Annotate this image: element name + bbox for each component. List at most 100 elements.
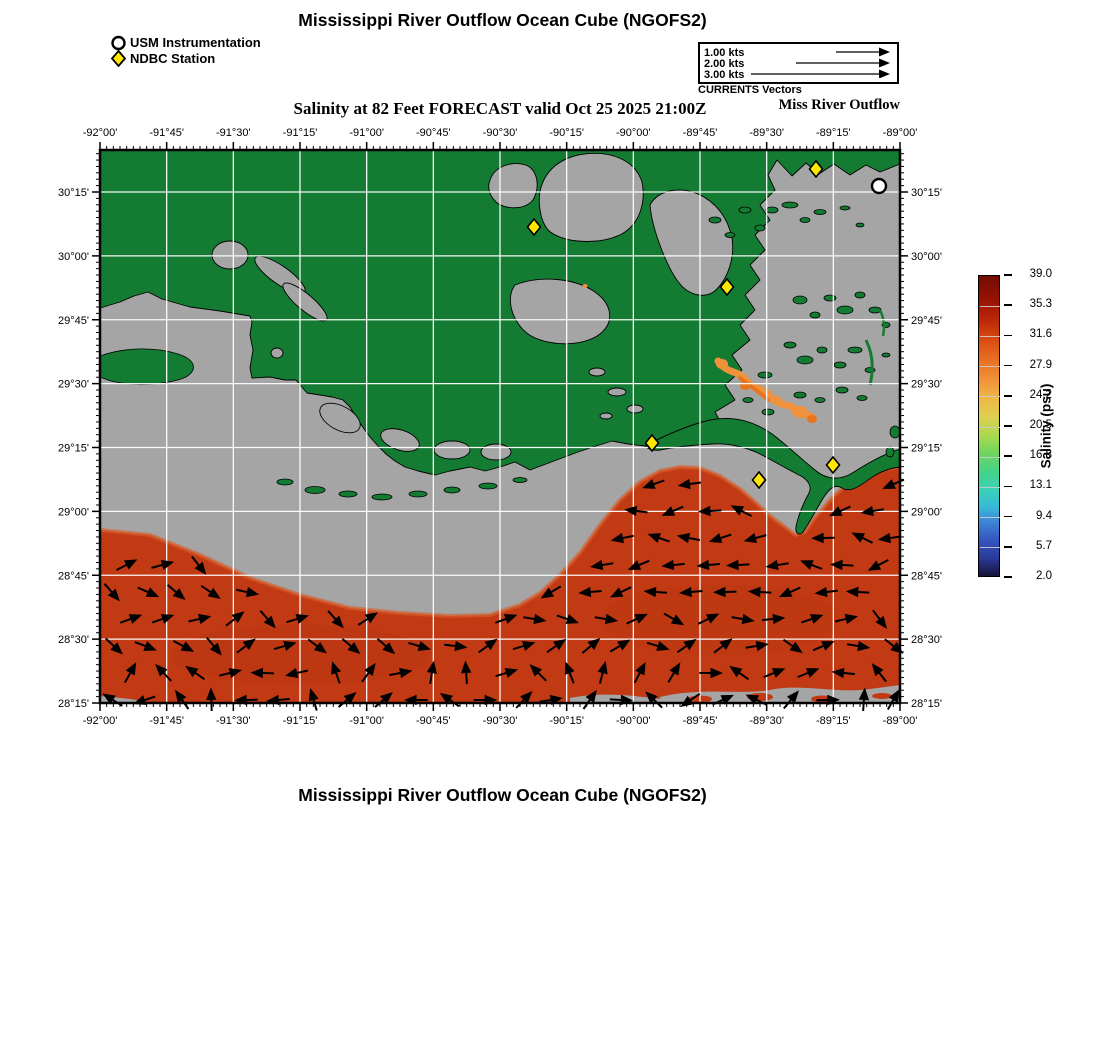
lakes-layer [211, 152, 734, 461]
svg-text:-91°30': -91°30' [216, 127, 251, 139]
svg-text:-89°15': -89°15' [816, 715, 851, 727]
svg-text:29°15': 29°15' [911, 443, 942, 455]
svg-text:-90°00': -90°00' [616, 715, 651, 727]
colorbar-tick-value: 20.5 [1029, 419, 1052, 431]
forecast-subtitle: Salinity at 82 Feet FORECAST valid Oct 2… [293, 99, 707, 118]
svg-text:-92°00': -92°00' [83, 127, 118, 139]
svg-text:-90°45': -90°45' [416, 127, 451, 139]
currents-caption: CURRENTS Vectors [698, 84, 802, 96]
svg-text:-92°00': -92°00' [83, 715, 118, 727]
svg-text:29°45': 29°45' [58, 315, 89, 327]
svg-text:29°00': 29°00' [58, 506, 89, 518]
svg-text:29°30': 29°30' [58, 379, 89, 391]
colorbar-wrap: 39.0 35.3 31.6 27.9 24.2 20.5 16.8 13.1 9.4 5.7 2.… [978, 268, 1100, 582]
legend-row-usm: USM Instrumentation [110, 35, 261, 51]
svg-text:30°15': 30°15' [911, 187, 942, 199]
svg-text:-89°30': -89°30' [749, 715, 784, 727]
colorbar-tick-mark [1004, 304, 1012, 306]
colorbar-tick-value: 13.1 [1029, 479, 1052, 492]
svg-text:-91°00': -91°00' [349, 127, 384, 139]
station-legend: USM Instrumentation NDBC Station [110, 35, 261, 67]
svg-text:30°00': 30°00' [58, 251, 89, 263]
colorbar-tick-mark [1004, 485, 1012, 488]
svg-text:29°15': 29°15' [58, 443, 89, 455]
ndbc-station-marker [644, 433, 660, 453]
usm-legend-label: USM Instrumentation [130, 35, 261, 51]
svg-text:-89°00': -89°00' [883, 715, 918, 727]
river-plume-layer [582, 284, 817, 423]
lake-pontchartrain [538, 152, 644, 242]
ndbc-station-marker [526, 217, 542, 237]
current-vectors-layer [102, 478, 905, 712]
svg-text:29°30': 29°30' [911, 379, 942, 391]
axis-tick-labels: -92°00' -92°00' -91°45' -91°45' -91°30' -91°3… [58, 127, 942, 727]
lake-maurepas [488, 163, 538, 209]
colorbar-tick-mark [1004, 364, 1012, 367]
svg-text:-90°15': -90°15' [549, 715, 584, 727]
svg-text:-89°15': -89°15' [816, 127, 851, 139]
currents-speed-label: 2.00 kts [704, 58, 744, 70]
svg-text:-91°15': -91°15' [283, 127, 318, 139]
svg-text:-91°30': -91°30' [216, 715, 251, 727]
svg-text:29°45': 29°45' [911, 315, 942, 327]
colorbar-tick-value: 31.6 [1029, 328, 1052, 341]
delta-landmass [644, 417, 901, 535]
svg-text:-90°30': -90°30' [483, 127, 518, 139]
svg-text:-91°45': -91°45' [149, 127, 184, 139]
colorbar-axis-label: Salinity (psu) [1038, 383, 1054, 469]
colorbar-tick-value: 5.7 [1036, 539, 1052, 552]
colorbar-tick-mark [1004, 274, 1012, 276]
svg-text:28°45': 28°45' [58, 570, 89, 582]
colorbar-tick-value: 39.0 [1029, 268, 1052, 280]
svg-text:28°45': 28°45' [911, 570, 942, 582]
currents-speed-label: 1.00 kts [704, 47, 744, 59]
currents-vector-legend-box: 1.00 kts 2.00 kts 3.00 kts [698, 42, 899, 84]
miss-river-outflow-label: Miss River Outflow [778, 97, 900, 113]
svg-text:-91°00': -91°00' [349, 715, 384, 727]
colorbar-tick-mark [1004, 334, 1012, 337]
usm-station-marker [870, 177, 888, 195]
svg-text:28°15': 28°15' [911, 698, 942, 710]
lake-borgne [649, 189, 734, 296]
graticule-layer [100, 150, 900, 703]
usm-circle-icon [111, 35, 126, 50]
colorbar-tick-mark [1004, 546, 1012, 548]
svg-text:-89°45': -89°45' [683, 715, 718, 727]
svg-text:28°30': 28°30' [58, 634, 89, 646]
colorbar-tick-value: 24.2 [1029, 388, 1052, 401]
colorbar-tick-mark [1004, 425, 1012, 427]
svg-text:-90°45': -90°45' [416, 715, 451, 727]
svg-text:28°15': 28°15' [58, 698, 89, 710]
map-plot: -92°00' -92°00' -91°45' -91°45' -91°30' -91°3… [58, 127, 942, 727]
colorbar-tick-value: 2.0 [1036, 570, 1052, 582]
axis-ticks [92, 142, 908, 711]
legend-row-ndbc: NDBC Station [110, 49, 261, 67]
colorbar-tick-mark [1004, 515, 1012, 518]
svg-text:30°15': 30°15' [58, 187, 89, 199]
colorbar-tick-mark [1004, 395, 1012, 397]
ndbc-legend-label: NDBC Station [130, 50, 216, 66]
colorbar-tick-value: 16.8 [1029, 449, 1052, 462]
svg-text:-89°45': -89°45' [683, 127, 718, 139]
svg-text:-90°30': -90°30' [483, 715, 518, 727]
svg-text:-90°00': -90°00' [616, 127, 651, 139]
svg-text:-89°30': -89°30' [749, 127, 784, 139]
footer-title: Mississippi River Outflow Ocean Cube (NG… [298, 785, 707, 805]
svg-text:-91°15': -91°15' [283, 715, 318, 727]
svg-text:30°00': 30°00' [911, 251, 942, 263]
colorbar-tick-value: 9.4 [1036, 509, 1052, 522]
ndbc-station-marker [808, 159, 824, 179]
colorbar-tick-value: 27.9 [1029, 358, 1052, 371]
islands-layer [99, 201, 901, 501]
salinity-colorbar [978, 275, 1000, 577]
svg-text:-90°15': -90°15' [549, 127, 584, 139]
colorbar-tick-mark [1004, 576, 1012, 578]
svg-text:-91°45': -91°45' [149, 715, 184, 727]
ndbc-station-marker [825, 455, 841, 475]
station-markers-layer [526, 159, 888, 490]
svg-text:28°30': 28°30' [911, 634, 942, 646]
colorbar-tick-value: 35.3 [1029, 298, 1052, 311]
page-title: Mississippi River Outflow Ocean Cube (NG… [298, 10, 707, 30]
